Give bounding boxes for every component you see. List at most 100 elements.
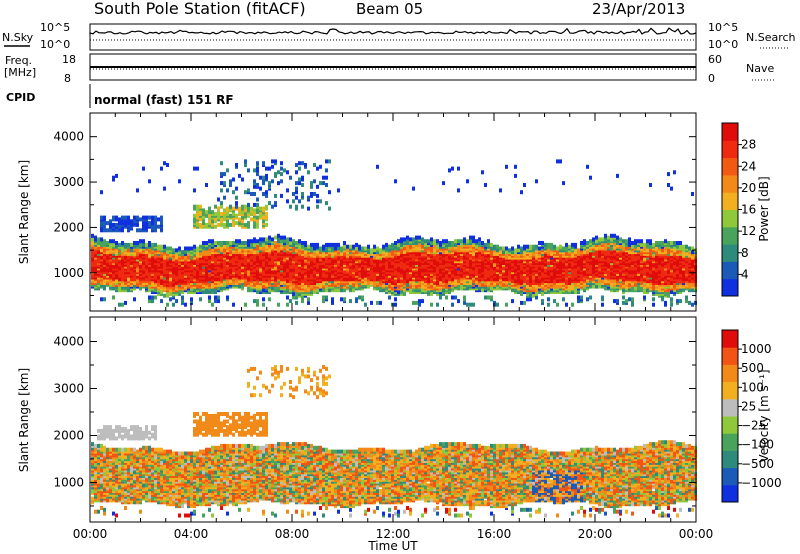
power-cell — [457, 166, 460, 171]
power-cell — [568, 244, 571, 249]
power-cell — [253, 237, 256, 242]
power-cell — [238, 239, 241, 244]
power-cell — [385, 246, 388, 251]
power-cell — [286, 188, 289, 193]
noise-panel — [89, 23, 697, 51]
power-cell — [289, 204, 292, 209]
power-cell — [217, 197, 220, 202]
power-cell — [280, 235, 283, 240]
power-cell — [313, 163, 316, 167]
power-cell — [223, 222, 226, 227]
power-cell — [247, 208, 250, 213]
power-cell — [433, 239, 436, 244]
power-cell — [262, 175, 265, 180]
power-cell — [394, 241, 397, 245]
power-cell — [196, 246, 199, 251]
power-cell — [190, 246, 193, 251]
power-cell — [466, 179, 469, 184]
power-cell — [202, 251, 205, 256]
power-cell — [301, 183, 304, 187]
power-cell — [208, 219, 211, 224]
power-cell — [469, 235, 472, 240]
power-cell — [211, 210, 214, 215]
power-cell — [157, 244, 160, 249]
station-title: South Pole Station (fitACF) — [94, 0, 306, 18]
power-cell — [565, 248, 568, 253]
power-cell — [217, 222, 220, 227]
power-cell — [229, 241, 232, 245]
power-cell — [166, 246, 169, 251]
power-cell — [142, 226, 145, 231]
power-cell — [271, 179, 274, 184]
power-cell — [121, 228, 124, 233]
power-cell — [193, 244, 196, 249]
power-cell — [238, 217, 241, 222]
power-cell — [241, 241, 244, 245]
power-cell — [280, 193, 283, 198]
power-cell — [175, 248, 178, 253]
power-cell — [118, 221, 121, 226]
power-cell — [253, 202, 256, 207]
power-cell — [166, 293, 169, 298]
power-cell — [505, 164, 508, 169]
nsearch-label: N.Search — [746, 31, 796, 44]
power-cell — [292, 239, 295, 244]
power-cell — [502, 246, 505, 251]
power-cell — [412, 186, 415, 191]
power-cell — [268, 201, 271, 206]
power-cell — [232, 177, 235, 182]
power-cell — [223, 208, 226, 213]
power-cell — [106, 221, 109, 226]
power-cell — [304, 163, 307, 167]
nsky-label: N.Sky — [2, 31, 34, 44]
power-cell — [295, 300, 298, 305]
power-cell — [136, 215, 139, 220]
power-cell — [496, 255, 499, 260]
power-cell — [223, 244, 226, 249]
power-cell — [226, 168, 229, 173]
power-cell — [574, 242, 577, 247]
power-cell — [454, 239, 457, 244]
power-cell — [235, 186, 238, 191]
power-cell — [388, 295, 391, 300]
power-cell — [214, 290, 217, 294]
power-cell — [292, 199, 295, 204]
power-cell — [175, 259, 178, 264]
power-cell — [229, 208, 232, 213]
power-cell — [322, 299, 325, 304]
power-cell — [370, 300, 373, 305]
power-cell — [451, 302, 454, 307]
power-cell — [256, 172, 259, 177]
power-cell — [247, 239, 250, 244]
power-cell — [226, 188, 229, 193]
power-cell — [250, 192, 253, 196]
power-cell — [220, 172, 223, 177]
power-cell — [259, 206, 262, 211]
power-cell — [484, 183, 487, 187]
power-cell — [355, 250, 358, 255]
power-cell — [322, 181, 325, 186]
power-cell — [109, 219, 112, 224]
power-cell — [442, 181, 445, 186]
freq-tick-bottom: 8 — [64, 72, 71, 85]
power-cell — [316, 288, 319, 293]
power-cell — [391, 242, 394, 247]
power-cell — [196, 208, 199, 213]
power-cell — [163, 255, 166, 260]
power-cell — [532, 293, 535, 298]
power-cell — [418, 242, 421, 247]
power-cell — [199, 288, 202, 293]
power-cell — [208, 239, 211, 244]
power-cell — [103, 221, 106, 226]
power-cell — [487, 242, 490, 247]
power-cell — [358, 244, 361, 249]
power-cell — [340, 246, 343, 251]
power-cell — [301, 161, 304, 166]
power-cell — [274, 235, 277, 240]
power-cell — [160, 219, 163, 224]
power-cell — [133, 244, 136, 249]
power-cell — [328, 190, 331, 195]
power-cell — [382, 244, 385, 249]
power-cell — [406, 235, 409, 240]
power-cell — [295, 181, 298, 186]
